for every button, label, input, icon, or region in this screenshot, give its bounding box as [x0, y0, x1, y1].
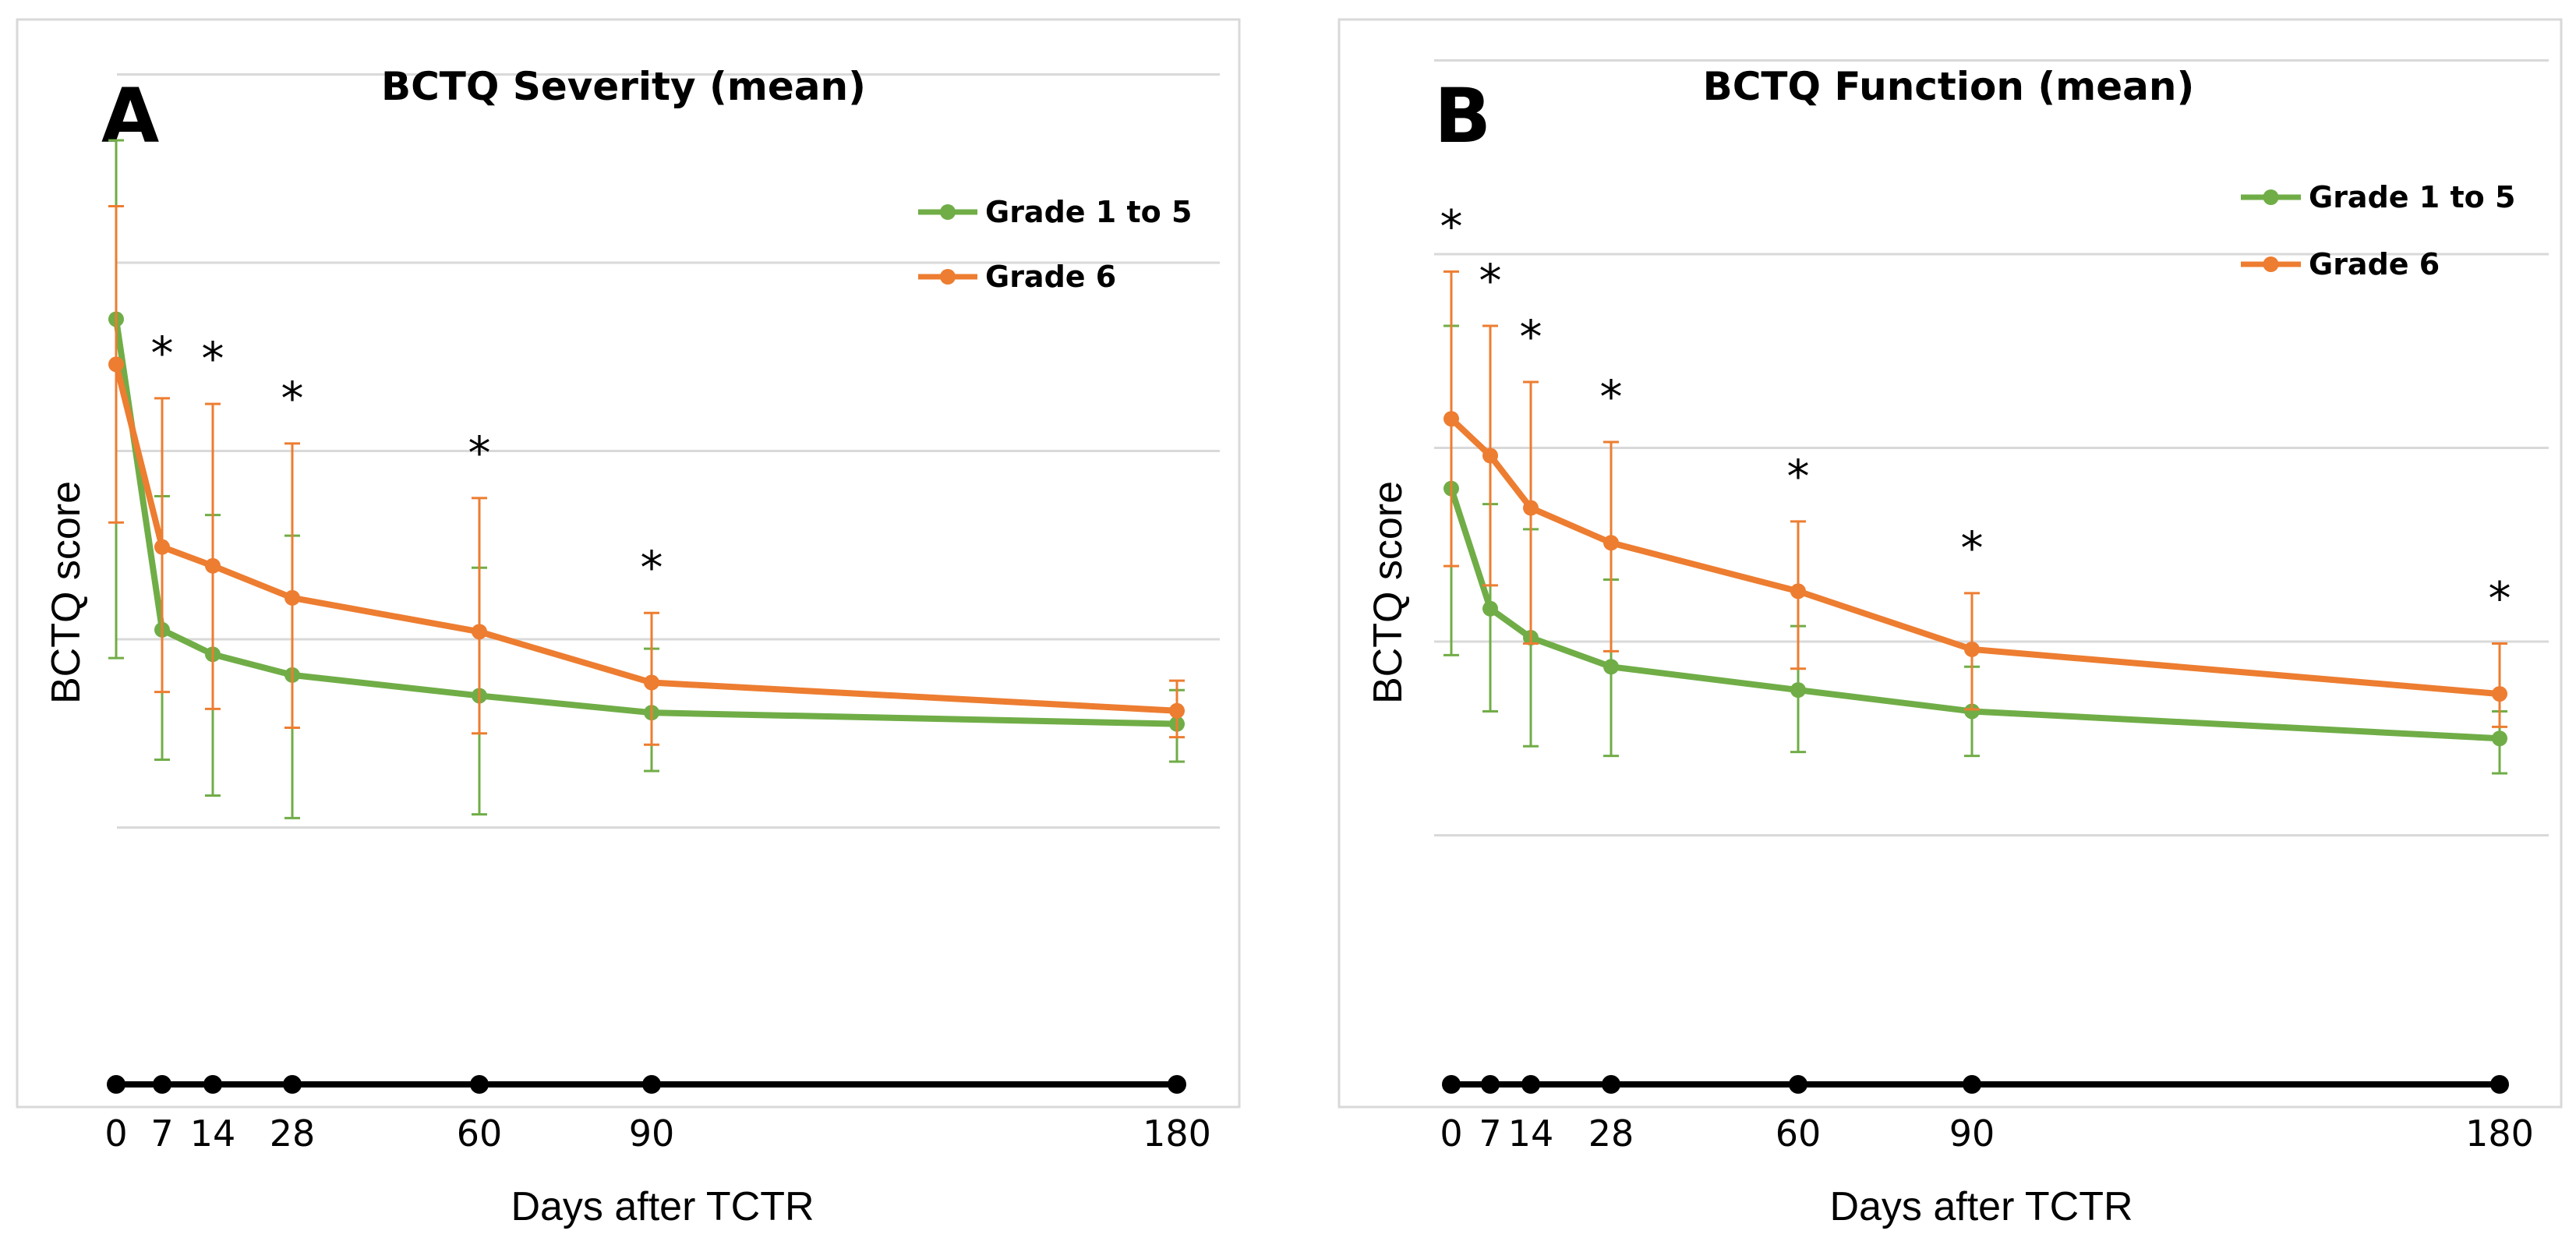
legend-swatch-dot [2263, 189, 2279, 205]
legend-swatch-dot [940, 204, 956, 220]
x-tick-label: 60 [457, 1112, 503, 1155]
data-point [1790, 583, 1806, 599]
data-point [1790, 682, 1806, 699]
x-tick-label: 180 [1143, 1112, 1211, 1155]
x-tick-label: 28 [1588, 1112, 1634, 1155]
x-tick-label: 0 [1440, 1112, 1462, 1155]
legend-item: Grade 6 [2241, 247, 2440, 281]
data-point [1443, 411, 1459, 427]
timeline-dot [1168, 1075, 1186, 1094]
significance-star: * [202, 332, 224, 385]
panel-letter: B [1434, 73, 1491, 160]
legend-item: Grade 1 to 5 [2241, 180, 2515, 214]
data-point [1964, 703, 1980, 720]
significance-star: * [1787, 450, 1810, 503]
data-point [472, 624, 487, 640]
data-point [1964, 641, 1980, 657]
significance-star: * [2489, 571, 2511, 624]
significance-star: * [1440, 200, 1463, 253]
data-point [205, 557, 221, 574]
x-tick-label: 90 [1949, 1112, 1995, 1155]
chart-panel-b: BCTQ Function (mean) B BCTQ score Days afte… [1337, 18, 2563, 1229]
data-point [1603, 659, 1619, 675]
data-point [1603, 535, 1619, 551]
legend-label: Grade 1 to 5 [2309, 180, 2515, 214]
timeline-dot [153, 1075, 171, 1094]
significance-star: * [1479, 254, 1502, 307]
chart-title: BCTQ Severity (mean) [381, 64, 866, 109]
data-point [108, 356, 124, 373]
y-axis-label: BCTQ score [44, 481, 89, 704]
x-tick-label: 0 [104, 1112, 127, 1155]
data-point [1523, 500, 1539, 516]
legend-swatch-dot [2263, 256, 2279, 272]
data-point [1482, 447, 1498, 464]
series-grade-6 [108, 205, 1185, 746]
x-tick-label: 7 [150, 1112, 173, 1155]
significance-star: * [468, 426, 491, 479]
series-grade-1-to-5 [1443, 324, 2507, 775]
legend-item: Grade 6 [918, 260, 1116, 294]
timeline-dot [203, 1075, 222, 1094]
data-point [1169, 702, 1185, 719]
data-point [2492, 730, 2507, 747]
data-point [284, 589, 300, 606]
x-tick-label: 7 [1479, 1112, 1501, 1155]
legend-swatch-dot [940, 269, 956, 285]
panel-frame [16, 18, 1241, 1109]
data-point [1482, 600, 1498, 617]
timeline-dot [470, 1075, 489, 1094]
data-point [2492, 686, 2507, 702]
x-tick-label: 60 [1776, 1112, 1822, 1155]
timeline-dot [642, 1075, 661, 1094]
data-point [154, 539, 170, 555]
timeline-dot [1442, 1075, 1461, 1094]
significance-star: * [151, 327, 174, 380]
timeline-dot [1481, 1075, 1500, 1094]
chart-title: BCTQ Function (mean) [1703, 64, 2195, 109]
significance-star: * [281, 372, 304, 425]
panel-letter: A [101, 73, 159, 160]
timeline-dot [283, 1075, 302, 1094]
significance-star: * [641, 541, 663, 594]
timeline-dot [107, 1075, 125, 1094]
timeline-dot [1789, 1075, 1807, 1094]
significance-star: * [1520, 310, 1542, 363]
timeline-dot [1521, 1075, 1540, 1094]
panel-frame [1337, 18, 2563, 1109]
x-tick-label: 28 [270, 1112, 316, 1155]
significance-star: * [1961, 522, 1984, 575]
data-point [644, 674, 659, 691]
x-tick-label: 14 [1508, 1112, 1554, 1155]
timeline-dot [1963, 1075, 1981, 1094]
significance-star: * [1600, 370, 1623, 423]
x-tick-label: 14 [190, 1112, 236, 1155]
x-tick-label: 90 [629, 1112, 675, 1155]
y-axis-label: BCTQ score [1366, 481, 1411, 704]
legend-label: Grade 1 to 5 [985, 195, 1192, 229]
chart-panel-a: BCTQ Severity (mean) A BCTQ score Days afte… [16, 18, 1241, 1229]
legend-label: Grade 6 [2309, 247, 2440, 281]
x-tick-label: 180 [2465, 1112, 2534, 1155]
legend-label: Grade 6 [985, 260, 1116, 294]
x-axis-label: Days after TCTR [511, 1184, 814, 1229]
series-grade-6 [1443, 270, 2507, 728]
timeline-dot [1602, 1075, 1620, 1094]
legend-item: Grade 1 to 5 [918, 195, 1192, 229]
timeline-dot [2490, 1075, 2509, 1094]
x-axis-label: Days after TCTR [1829, 1184, 2133, 1229]
